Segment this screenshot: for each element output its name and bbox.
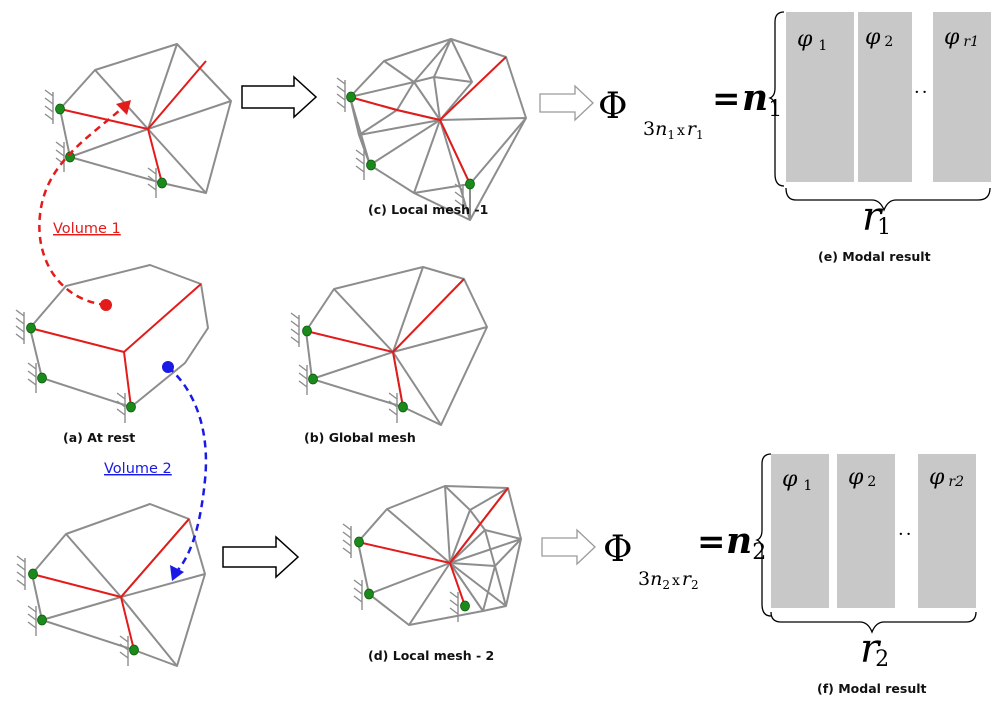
cols-label-bottom: r2 — [860, 626, 889, 672]
rows-label-bottom: n2 — [726, 520, 766, 565]
local-mesh-1 — [336, 38, 527, 221]
cols-label-top: r1 — [862, 194, 891, 240]
volume-2-indicator — [162, 361, 208, 581]
cols-brace-bottom — [770, 611, 977, 634]
modal-dots-bottom: ·· — [898, 524, 913, 545]
local-mesh-2 — [342, 485, 522, 626]
phi-symbol-bottom: Φ — [603, 529, 633, 570]
rows-brace-top — [768, 11, 785, 187]
mesh-at-rest — [15, 264, 209, 423]
rows-label-top: n1 — [742, 77, 782, 122]
mesh-volume-1 — [44, 43, 232, 198]
rows-brace-bottom — [755, 453, 772, 617]
arrow-to-local-mesh-2 — [222, 535, 300, 579]
caption-modal-result-e: (e) Modal result — [818, 249, 931, 264]
caption-modal-result-f: (f) Modal result — [817, 681, 927, 696]
modal-block-bottom-r-label: φ r2 — [929, 465, 964, 490]
equals-top: = — [712, 79, 741, 119]
modal-block-bottom-2 — [837, 454, 895, 608]
modal-block-bottom-r — [918, 454, 976, 608]
phi-subscript-bottom: 3n2 x r2 — [638, 568, 699, 592]
arrow-to-modal-result-f — [541, 528, 596, 566]
caption-local-mesh-1: (c) Local mesh -1 — [368, 202, 488, 217]
global-mesh — [290, 266, 488, 426]
cols-brace-top — [785, 187, 991, 212]
modal-block-bottom-1 — [771, 454, 829, 608]
modal-block-top-1 — [786, 12, 854, 182]
modal-block-top-2 — [858, 12, 912, 182]
equals-bottom: = — [697, 522, 726, 562]
phi-symbol-top: Φ — [598, 86, 628, 127]
arrow-to-local-mesh-1 — [241, 75, 318, 119]
modal-block-top-r-label: φ r1 — [944, 25, 979, 50]
modal-block-top-r — [933, 12, 991, 182]
caption-at-rest: (a) At rest — [63, 430, 135, 445]
arrow-to-modal-result-e — [539, 84, 594, 122]
modal-dots-top: ·· — [914, 82, 929, 103]
caption-local-mesh-2: (d) Local mesh - 2 — [368, 648, 494, 663]
volume-2-label: Volume 2 — [104, 461, 172, 477]
phi-subscript-top: 3n1 x r1 — [643, 118, 704, 142]
volume-1-label: Volume 1 — [53, 221, 121, 237]
caption-global-mesh: (b) Global mesh — [304, 430, 416, 445]
volume-1-indicator — [38, 100, 131, 311]
mesh-volume-2 — [16, 503, 206, 667]
